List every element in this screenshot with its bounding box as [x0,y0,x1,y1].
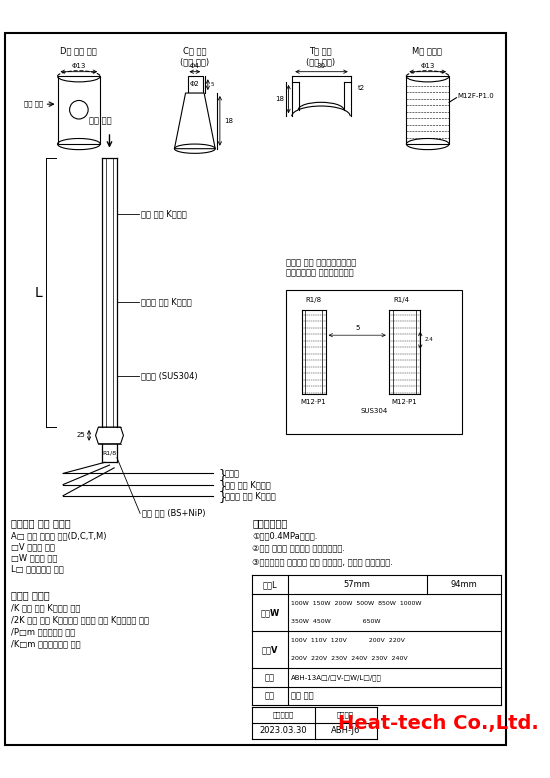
Text: 발열체 온도 K열전대: 발열체 온도 K열전대 [224,491,276,500]
Text: □V 전압의 지정: □V 전압의 지정 [11,542,55,551]
Text: 절단의 나사 포함이름쌔장식은
특별주문에서 제작하겠습니다: 절단의 나사 포함이름쌔장식은 특별주문에서 제작하겠습니다 [286,258,356,278]
Text: 30: 30 [316,63,326,69]
Text: 금속관 (SUS304): 금속관 (SUS304) [141,372,197,380]
Text: ③저온기체를 공급하지 않고 가열하면, 히터는 소손합니다.: ③저온기체를 공급하지 않고 가열하면, 히터는 소손합니다. [252,557,393,566]
Bar [58,76,100,144]
Text: T형 슬릿
(석영 유리): T형 슬릿 (석영 유리) [306,47,334,66]
Text: 품명: 품명 [265,692,275,701]
Text: 350W  450W                650W: 350W 450W 650W [292,619,381,625]
Text: 200V  220V  230V  240V  230V  240V: 200V 220V 230V 240V 230V 240V [292,657,408,661]
Text: Φ13: Φ13 [72,63,86,69]
Text: L□ 기준관장의 지정: L□ 기준관장의 지정 [11,564,64,573]
Text: 2023.03.30: 2023.03.30 [259,726,307,735]
Polygon shape [96,427,123,443]
Text: M12·P1: M12·P1 [392,399,417,405]
Text: 100W  150W  200W  500W  850W  1000W: 100W 150W 200W 500W 850W 1000W [292,601,422,606]
Text: M12·P1: M12·P1 [301,399,327,405]
Text: ABH-J6: ABH-J6 [331,726,360,735]
Text: Φ4: Φ4 [190,63,200,69]
Text: 열풍 출구: 열풍 출구 [89,117,112,125]
Text: 관장L: 관장L [263,580,277,589]
Text: 발열체 온도 K열전대: 발열체 온도 K열전대 [141,297,192,307]
Text: 열풍 출구: 열풍 출구 [24,101,43,107]
Text: 도면번호: 도면번호 [337,711,354,718]
Text: 100V  110V  120V           200V  220V: 100V 110V 120V 200V 220V [292,638,405,643]
Text: /2K 열풍 온도 K열전대와 발열체 온도 K열전대의 추가: /2K 열풍 온도 K열전대와 발열체 온도 K열전대의 추가 [11,615,149,625]
Text: 제조년월일: 제조년월일 [272,711,294,718]
Text: 2.4: 2.4 [425,338,434,342]
Text: 전력W: 전력W [260,608,279,617]
Text: {: { [216,467,224,480]
Text: 5: 5 [211,82,214,87]
Text: R1/8: R1/8 [306,297,322,303]
Text: 전압V: 전압V [262,645,278,654]
Text: /K 열풍 온도 K열전대 추가: /K 열풍 온도 K열전대 추가 [11,603,80,612]
Text: 18: 18 [275,96,284,102]
Text: t2: t2 [358,86,365,91]
Text: 열풍 온도 K열전대: 열풍 온도 K열전대 [141,209,187,218]
Text: R1/8: R1/8 [102,450,117,455]
Text: M형 내나사: M형 내나사 [412,47,442,56]
Text: R1/4: R1/4 [394,297,410,303]
Text: L: L [35,286,43,300]
Text: ABH-13A□/□V-□W/L□/옵션: ABH-13A□/□V-□W/L□/옵션 [292,675,382,681]
Text: /P□m 전원선장이 지정: /P□m 전원선장이 지정 [11,627,75,636]
Text: A□ 선단 형상의 지정(D,C,T,M): A□ 선단 형상의 지정(D,C,T,M) [11,531,107,540]
Text: 형식: 형식 [265,673,275,682]
Text: □W 전력의 지정: □W 전력의 지정 [11,553,58,562]
Text: 5: 5 [355,324,359,331]
Bar [406,76,449,144]
Text: 【주문시 사양 지정】: 【주문시 사양 지정】 [11,518,71,528]
Text: ①내압0.4MPa입니다.: ①내압0.4MPa입니다. [252,531,318,540]
Bar [286,289,462,433]
Bar [188,76,203,93]
Text: Φ13: Φ13 [421,63,435,69]
Text: 【옵션 대응】: 【옵션 대응】 [11,591,49,601]
Text: {: { [216,489,224,502]
Text: 25: 25 [76,433,85,438]
Text: 전원선: 전원선 [224,469,240,478]
Text: ②공급 기체는 드레인을 제거하십시오.: ②공급 기체는 드레인을 제거하십시오. [252,544,345,553]
Text: Heat-tech Co.,Ltd.: Heat-tech Co.,Ltd. [338,713,539,733]
Text: 57mm: 57mm [344,580,371,589]
Text: 18: 18 [224,117,234,124]
Text: 기체 입구 (BS+NiP): 기체 입구 (BS+NiP) [142,509,206,518]
Text: M12F-P1.0: M12F-P1.0 [458,93,494,99]
Polygon shape [174,93,215,149]
Text: D형 직접 분사: D형 직접 분사 [60,47,97,56]
Text: Φ2: Φ2 [190,81,200,87]
Text: 94mm: 94mm [450,580,477,589]
Text: C형 원뿔
(석영 유리): C형 원뿔 (석영 유리) [180,47,210,66]
Text: SUS304: SUS304 [360,408,388,415]
Text: 열풍 온도 K열전대: 열풍 온도 K열전대 [224,480,270,489]
Circle shape [70,100,88,119]
Text: 【주의사항】: 【주의사항】 [252,518,288,528]
Text: {: { [216,478,224,491]
Text: 열풍 히터: 열풍 히터 [292,692,314,701]
Text: /K□m 열전대선장이 지정: /K□m 열전대선장이 지정 [11,640,81,649]
